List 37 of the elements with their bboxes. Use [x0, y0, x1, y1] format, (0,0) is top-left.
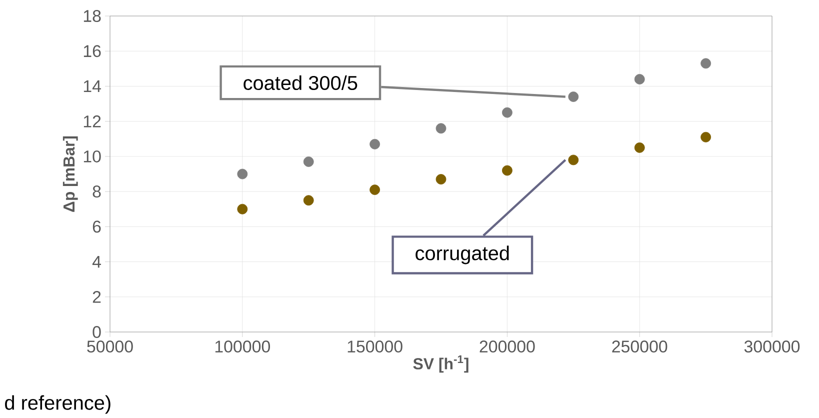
x-tick-label: 150000 [348, 340, 402, 353]
y-tick-label: 10 [84, 150, 101, 162]
y-axis-title: Δp [mBar] [62, 136, 78, 212]
annotation: coated 300/5 [244, 75, 358, 90]
x-tick-label: 100000 [215, 340, 270, 353]
y-tick-label: 16 [84, 45, 101, 58]
y-tick-label: 14 [84, 80, 101, 92]
point [502, 107, 512, 118]
point [370, 138, 380, 150]
point [436, 174, 446, 184]
x-tick-label: 250000 [612, 340, 668, 353]
point [700, 58, 712, 69]
point [237, 204, 248, 214]
point [303, 195, 314, 206]
point [568, 92, 579, 102]
x-tick-label: 200000 [480, 340, 535, 353]
point [700, 132, 712, 142]
x-tick-label: 300000 [744, 340, 800, 353]
point [303, 156, 314, 167]
point [568, 154, 579, 166]
y-tick-label: 12 [84, 115, 101, 128]
y-tick-label: 4 [92, 256, 101, 268]
point [502, 165, 512, 176]
point [237, 168, 248, 180]
point [634, 142, 645, 153]
x-tick-label: 50000 [87, 340, 133, 353]
y-tick-label: 0 [92, 326, 101, 338]
y-tick-label: 6 [92, 220, 101, 233]
point [436, 123, 446, 134]
x-axis-title: SV [h$^{-1}$] [413, 355, 468, 373]
y-tick-label: 2 [92, 290, 101, 303]
annotation: corrugated [416, 246, 509, 264]
text: d reference) [5, 395, 110, 414]
point [634, 74, 645, 84]
y-tick-label: 8 [92, 186, 101, 198]
point [370, 184, 380, 195]
y-tick-label: 18 [84, 10, 101, 22]
